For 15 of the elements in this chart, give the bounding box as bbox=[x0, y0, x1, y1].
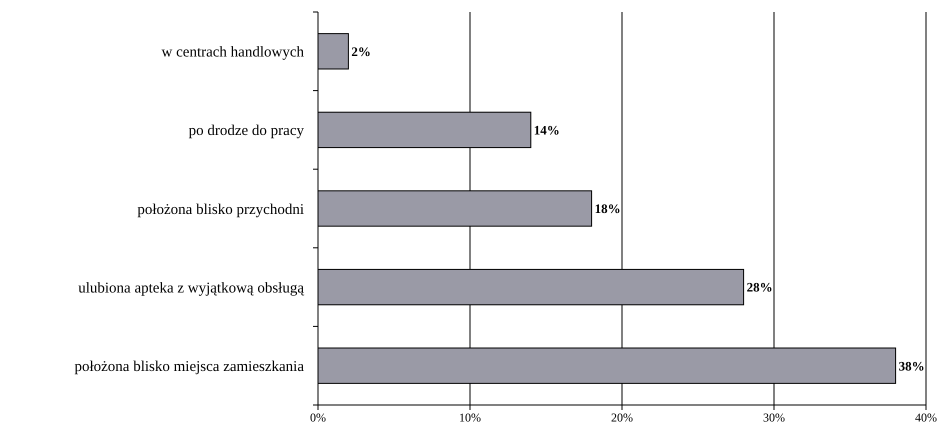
data-label: 38% bbox=[898, 358, 925, 374]
x-tick-label: 30% bbox=[763, 410, 785, 425]
x-tick-label: 10% bbox=[459, 410, 481, 425]
y-tick-label: po drodze do pracy bbox=[188, 123, 304, 140]
data-label: 18% bbox=[594, 201, 621, 216]
x-tick-label: 0% bbox=[310, 410, 326, 425]
y-tick-label: w centrach handlowych bbox=[162, 44, 304, 61]
x-tick-label: 20% bbox=[611, 410, 633, 425]
data-label: 2% bbox=[351, 44, 371, 59]
y-tick-label: ulubiona apteka z wyjątkową obsługą bbox=[78, 280, 304, 296]
x-tick-label: 40% bbox=[915, 410, 937, 425]
y-tick-label: położona blisko przychodni bbox=[137, 202, 304, 218]
y-tick-label: położona blisko miejsca zamieszkania bbox=[74, 358, 304, 375]
data-label: 14% bbox=[534, 122, 560, 138]
data-label: 28% bbox=[746, 280, 773, 295]
